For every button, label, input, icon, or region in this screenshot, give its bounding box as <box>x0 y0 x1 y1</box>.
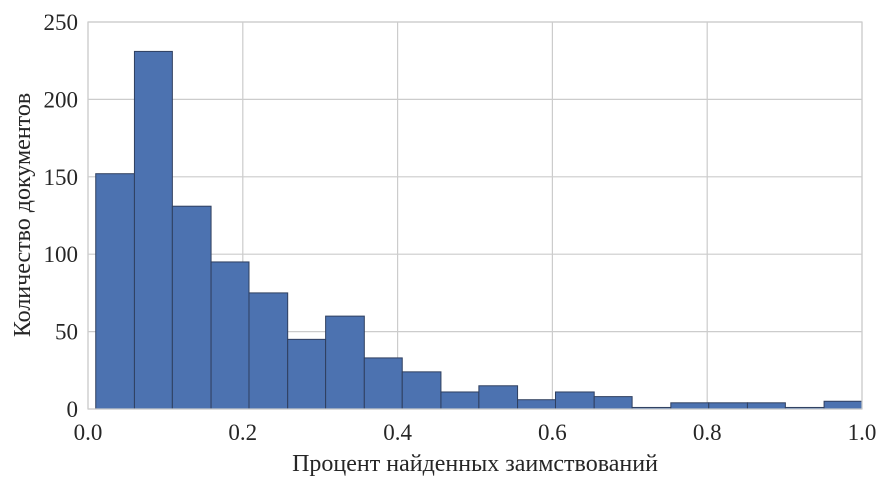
x-tick-label: 0.6 <box>538 420 567 445</box>
histogram-bar <box>133 50 173 410</box>
x-tick-label: 1.0 <box>848 420 877 445</box>
y-tick-label: 0 <box>67 397 79 422</box>
y-tick-label: 250 <box>44 10 79 35</box>
histogram-bar <box>670 402 710 410</box>
histogram-bar <box>823 400 863 410</box>
y-tick-label: 150 <box>44 165 79 190</box>
bars <box>95 50 863 410</box>
y-axis-label: Количество документов <box>10 93 36 337</box>
y-tick-label: 200 <box>44 87 79 112</box>
histogram-bar <box>248 292 289 410</box>
histogram-bar <box>287 338 327 410</box>
histogram-bar <box>325 315 365 410</box>
histogram-bar <box>746 402 786 410</box>
plot-frame <box>87 21 863 410</box>
x-tick-label: 0.8 <box>693 420 722 445</box>
histogram-bar <box>95 173 135 410</box>
histogram-bar <box>517 399 556 410</box>
histogram-bar <box>478 385 519 410</box>
y-tick-label: 50 <box>55 320 78 345</box>
x-tick-labels: 0.0 0.2 0.4 0.6 0.8 1.0 <box>74 420 877 445</box>
y-tick-label: 100 <box>44 242 79 267</box>
x-tick-label: 0.4 <box>383 420 412 445</box>
y-tick-labels: 0 50 100 150 200 250 <box>44 10 79 422</box>
histogram-bar <box>363 357 403 410</box>
x-axis-label: Процент найденных заимствований <box>292 451 658 477</box>
x-tick-label: 0.0 <box>74 420 103 445</box>
histogram-bar <box>554 391 595 410</box>
histogram-bar <box>593 396 633 410</box>
histogram-bar <box>440 391 480 410</box>
histogram-bar <box>708 402 748 410</box>
x-tick-label: 0.2 <box>228 420 257 445</box>
histogram-bar <box>401 371 442 410</box>
histogram-bar <box>171 205 212 410</box>
histogram-bar <box>210 261 250 410</box>
